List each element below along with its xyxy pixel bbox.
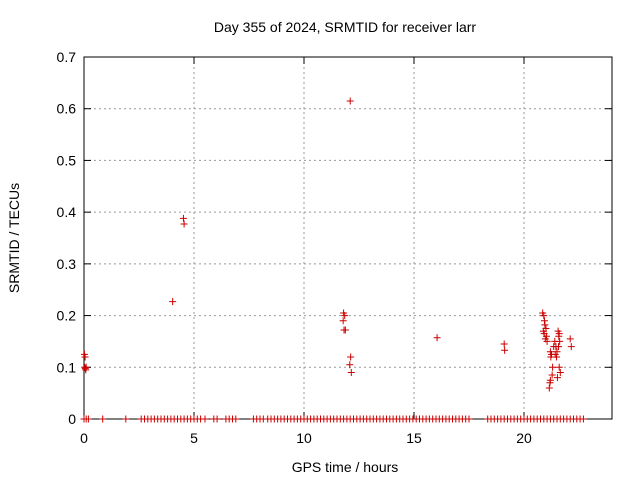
data-point [553, 374, 561, 382]
data-point [433, 334, 441, 342]
data-point [501, 346, 509, 354]
x-tick-label: 10 [296, 430, 312, 446]
data-point [169, 298, 177, 306]
data-point [556, 337, 564, 345]
data-point [346, 97, 354, 105]
data-point [347, 353, 355, 361]
data-point [213, 415, 221, 423]
data-point [346, 361, 354, 369]
data-point [122, 415, 130, 423]
y-tick-label: 0.3 [57, 256, 77, 272]
chart-title: Day 355 of 2024, SRMTID for receiver lar… [214, 19, 477, 35]
x-tick-label: 15 [406, 430, 422, 446]
y-tick-label: 0.6 [57, 101, 77, 117]
data-point [84, 415, 92, 423]
data-point [541, 321, 549, 329]
grid-lines [84, 57, 612, 419]
data-point [232, 415, 240, 423]
x-tick-label: 5 [190, 430, 198, 446]
data-point [339, 317, 347, 325]
x-tick-label: 0 [80, 430, 88, 446]
data-point [82, 363, 90, 371]
data-point [567, 343, 575, 351]
x-tick-label: 20 [516, 430, 532, 446]
data-point [465, 415, 473, 423]
data-point [201, 415, 209, 423]
y-axis-label: SRMTID / TECUs [6, 183, 22, 293]
y-tick-label: 0.2 [57, 308, 77, 324]
x-axis-label: GPS time / hours [292, 459, 399, 475]
y-tick-label: 0 [68, 411, 76, 427]
data-point [566, 335, 574, 343]
data-point [540, 312, 548, 320]
data-point [546, 379, 554, 387]
data-point [179, 214, 187, 222]
data-point [500, 340, 508, 348]
data-point [555, 363, 563, 371]
y-tick-label: 0.1 [57, 359, 77, 375]
y-tick-label: 0.4 [57, 204, 77, 220]
data-points [80, 97, 587, 423]
data-point [180, 220, 188, 228]
data-point [347, 368, 355, 376]
axes: 0 0.1 0.2 0.3 0.4 0.5 0.6 0.7 0 5 10 15 20 [57, 49, 612, 446]
data-point [341, 326, 349, 334]
data-point [555, 343, 563, 351]
data-point [555, 332, 563, 340]
data-point [81, 353, 89, 361]
data-point [556, 368, 564, 376]
data-point [543, 337, 551, 345]
y-tick-label: 0.5 [57, 152, 77, 168]
y-tick-label: 0.7 [57, 49, 77, 65]
data-point [579, 415, 587, 423]
data-point [99, 415, 107, 423]
data-point [341, 312, 349, 320]
data-point [553, 353, 561, 361]
data-point [548, 371, 556, 379]
data-point [549, 363, 557, 371]
data-point [545, 384, 553, 392]
